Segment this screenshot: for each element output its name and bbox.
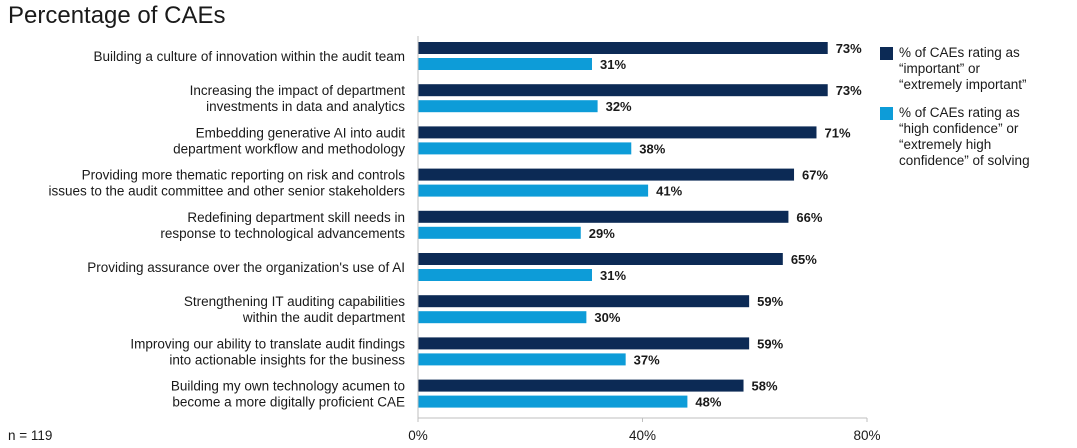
bar-important-3 bbox=[418, 168, 795, 181]
bar-confidence-6 bbox=[418, 311, 587, 324]
legend: % of CAEs rating as “important” or “extr… bbox=[880, 45, 1070, 181]
bar-confidence-2 bbox=[418, 142, 632, 155]
category-label-7-line-1: into actionable insights for the busines… bbox=[169, 352, 405, 367]
value-label-important-8: 58% bbox=[752, 379, 778, 394]
legend-item-confidence: % of CAEs rating as “high confidence” or… bbox=[880, 105, 1070, 169]
category-label-4-line-1: response to technological advancements bbox=[160, 226, 405, 241]
value-label-important-1: 73% bbox=[836, 83, 862, 98]
legend-label-confidence: % of CAEs rating as “high confidence” or… bbox=[899, 105, 1030, 168]
category-label-3-line-1: issues to the audit committee and other … bbox=[49, 184, 406, 199]
category-label-1-line-1: investments in data and analytics bbox=[206, 99, 405, 114]
value-label-important-6: 59% bbox=[757, 294, 783, 309]
category-label-3-line-0: Providing more thematic reporting on ris… bbox=[82, 168, 406, 183]
bar-confidence-4 bbox=[418, 226, 581, 239]
category-label-6-line-1: within the audit department bbox=[242, 310, 405, 325]
category-label-2-line-1: department workflow and methodology bbox=[173, 141, 405, 156]
category-label-7-line-0: Improving our ability to translate audit… bbox=[130, 336, 405, 351]
bar-confidence-7 bbox=[418, 353, 626, 366]
value-label-important-0: 73% bbox=[836, 41, 862, 56]
value-label-important-2: 71% bbox=[824, 125, 850, 140]
bar-confidence-1 bbox=[418, 100, 598, 113]
bar-confidence-5 bbox=[418, 269, 592, 281]
bar-important-6 bbox=[418, 295, 750, 308]
value-label-important-4: 66% bbox=[796, 210, 822, 225]
value-label-confidence-8: 48% bbox=[695, 395, 721, 410]
bar-important-8 bbox=[418, 379, 744, 392]
x-tick-label-1: 40% bbox=[629, 428, 656, 443]
x-tick-label-0: 0% bbox=[408, 428, 428, 443]
chart-title: Percentage of CAEs bbox=[8, 2, 226, 29]
value-label-confidence-1: 32% bbox=[606, 99, 632, 114]
category-label-2-line-0: Embedding generative AI into audit bbox=[196, 125, 406, 140]
value-label-confidence-7: 37% bbox=[634, 352, 660, 367]
category-label-4-line-0: Redefining department skill needs in bbox=[187, 210, 405, 225]
bar-important-1 bbox=[418, 84, 828, 97]
bar-important-2 bbox=[418, 126, 817, 139]
category-label-5: Providing assurance over the organizatio… bbox=[87, 260, 405, 275]
value-label-important-5: 65% bbox=[791, 252, 817, 267]
legend-item-important: % of CAEs rating as “important” or “extr… bbox=[880, 45, 1070, 93]
value-label-confidence-0: 31% bbox=[600, 57, 626, 72]
value-label-important-3: 67% bbox=[802, 168, 828, 183]
category-label-1-line-0: Increasing the impact of department bbox=[190, 83, 406, 98]
bar-important-0 bbox=[418, 42, 828, 54]
category-label-8-line-1: become a more digitally proficient CAE bbox=[172, 395, 405, 410]
category-label-0: Building a culture of innovation within … bbox=[94, 49, 405, 64]
value-label-confidence-3: 41% bbox=[656, 184, 682, 199]
value-label-confidence-2: 38% bbox=[639, 141, 665, 156]
bar-confidence-3 bbox=[418, 184, 649, 197]
category-label-6-line-0: Strengthening IT auditing capabilities bbox=[184, 294, 405, 309]
bar-confidence-8 bbox=[418, 395, 688, 408]
x-tick-label-2: 80% bbox=[853, 428, 880, 443]
sample-size-note: n = 119 bbox=[8, 428, 53, 443]
legend-label-important: % of CAEs rating as “important” or “extr… bbox=[899, 45, 1027, 92]
value-label-important-7: 59% bbox=[757, 336, 783, 351]
category-label-8-line-0: Building my own technology acumen to bbox=[171, 379, 405, 394]
bar-important-5 bbox=[418, 253, 783, 265]
legend-swatch-confidence bbox=[880, 107, 893, 120]
bar-confidence-0 bbox=[418, 58, 592, 70]
value-label-confidence-6: 30% bbox=[594, 310, 620, 325]
bar-important-7 bbox=[418, 337, 750, 350]
value-label-confidence-5: 31% bbox=[600, 268, 626, 283]
bar-important-4 bbox=[418, 210, 789, 223]
legend-swatch-important bbox=[880, 47, 893, 60]
value-label-confidence-4: 29% bbox=[589, 226, 615, 241]
